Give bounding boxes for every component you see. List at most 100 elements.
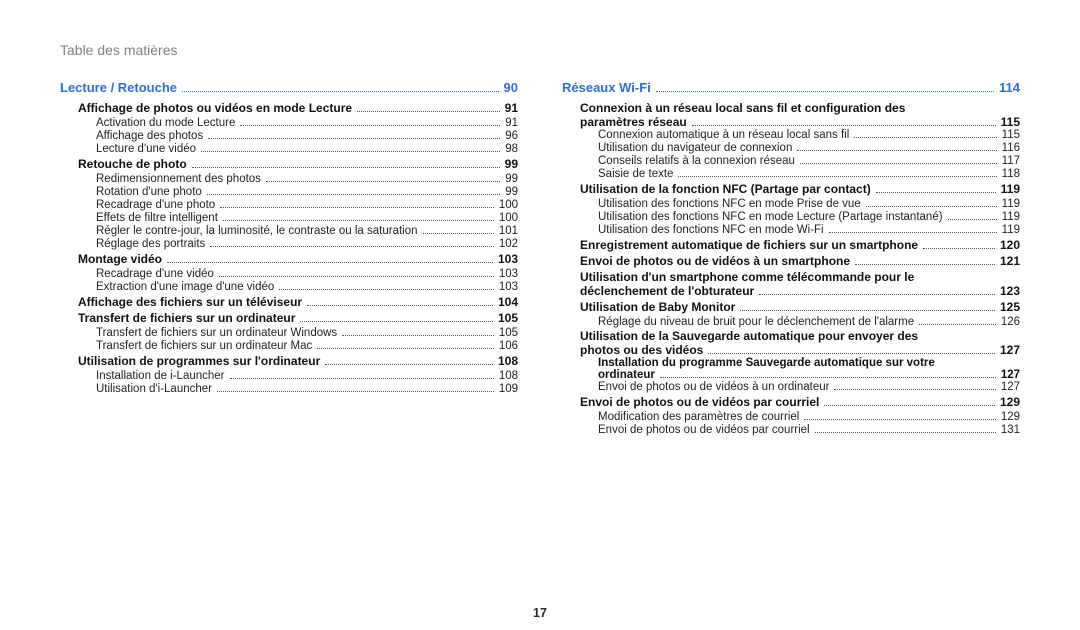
toc-section-title: Réseaux Wi-Fi: [562, 80, 651, 95]
toc-entry[interactable]: Réglage du niveau de bruit pour le décle…: [562, 316, 1020, 328]
toc-entry-page: 127: [1000, 343, 1020, 357]
toc-entry[interactable]: Utilisation de la fonction NFC (Partage …: [562, 182, 1020, 196]
toc-entry-continuation: ordinateur127: [598, 369, 1020, 381]
toc-leader-dots: [207, 194, 500, 195]
toc-entry[interactable]: Modification des paramètres de courriel1…: [562, 411, 1020, 423]
toc-entry[interactable]: Transfert de fichiers sur un ordinateur1…: [60, 311, 518, 325]
toc-leader-dots: [210, 246, 494, 247]
toc-entry[interactable]: Utilisation d'i-Launcher109: [60, 383, 518, 395]
toc-entry[interactable]: Utilisation des fonctions NFC en mode Wi…: [562, 224, 1020, 236]
toc-leader-dots: [201, 151, 500, 152]
toc-entry[interactable]: Envoi de photos ou de vidéos à un smartp…: [562, 254, 1020, 268]
toc-entry-page: 99: [505, 157, 518, 171]
toc-entry[interactable]: Utilisation d'un smartphone comme téléco…: [562, 270, 1020, 298]
toc-entry[interactable]: Conseils relatifs à la connexion réseau1…: [562, 155, 1020, 167]
toc-entry-title: Utilisation de la fonction NFC (Partage …: [580, 182, 871, 196]
toc-entry[interactable]: Enregistrement automatique de fichiers s…: [562, 238, 1020, 252]
toc-entry-page: 119: [1002, 224, 1020, 236]
toc-entry-title: Utilisation des fonctions NFC en mode Le…: [598, 211, 943, 223]
toc-entry[interactable]: Utilisation des fonctions NFC en mode Le…: [562, 211, 1020, 223]
toc-entry-page: 129: [1001, 411, 1020, 423]
page-header: Table des matières: [60, 42, 1020, 58]
toc-entry-title: Utilisation de Baby Monitor: [580, 300, 735, 314]
toc-entry-page: 120: [1000, 238, 1020, 252]
toc-leader-dots: [876, 192, 996, 193]
toc-entry-page: 106: [499, 340, 518, 352]
toc-entry-page: 117: [1002, 155, 1020, 167]
toc-entry-page: 109: [499, 383, 518, 395]
toc-entry[interactable]: Utilisation de programmes sur l'ordinate…: [60, 354, 518, 368]
toc-entry[interactable]: Réglage des portraits102: [60, 238, 518, 250]
toc-leader-dots: [678, 176, 996, 177]
toc-entry[interactable]: Envoi de photos ou de vidéos par courrie…: [562, 395, 1020, 409]
toc-leader-dots: [279, 289, 494, 290]
toc-entry[interactable]: Lecture d'une vidéo98: [60, 143, 518, 155]
toc-entry[interactable]: Recadrage d'une photo100: [60, 199, 518, 211]
toc-entry[interactable]: Utilisation de Baby Monitor125: [562, 300, 1020, 314]
toc-entry-page: 118: [1002, 168, 1020, 180]
toc-entry-page: 108: [499, 370, 518, 382]
toc-entry[interactable]: Installation du programme Sauvegarde aut…: [562, 357, 1020, 381]
toc-leader-dots: [834, 389, 995, 390]
toc-entry-title: Utilisation des fonctions NFC en mode Pr…: [598, 198, 861, 210]
toc-entry-page: 103: [498, 252, 518, 266]
toc-entry-title: Régler le contre-jour, la luminosité, le…: [96, 225, 418, 237]
toc-entry[interactable]: Utilisation des fonctions NFC en mode Pr…: [562, 198, 1020, 210]
toc-leader-dots: [423, 233, 494, 234]
toc-entry[interactable]: Utilisation du navigateur de connexion11…: [562, 142, 1020, 154]
toc-entry[interactable]: Extraction d'une image d'une vidéo103: [60, 281, 518, 293]
toc-leader-dots: [829, 232, 997, 233]
toc-entry[interactable]: Activation du mode Lecture91: [60, 117, 518, 129]
toc-entry[interactable]: Montage vidéo103: [60, 252, 518, 266]
toc-entry-title: Recadrage d'une photo: [96, 199, 215, 211]
toc-entry[interactable]: Envoi de photos ou de vidéos à un ordina…: [562, 381, 1020, 393]
toc-entry[interactable]: Redimensionnement des photos99: [60, 173, 518, 185]
toc-entry[interactable]: Régler le contre-jour, la luminosité, le…: [60, 225, 518, 237]
toc-leader-dots: [740, 310, 995, 311]
toc-right-column: Réseaux Wi-Fi 114 Connexion à un réseau lo…: [562, 80, 1020, 437]
toc-entry-page: 119: [1002, 211, 1020, 223]
toc-entry[interactable]: Transfert de fichiers sur un ordinateur …: [60, 327, 518, 339]
toc-entry[interactable]: Rotation d'une photo99: [60, 186, 518, 198]
toc-section-heading[interactable]: Lecture / Retouche90: [60, 80, 518, 95]
toc-entry[interactable]: Retouche de photo99: [60, 157, 518, 171]
toc-leader-dots: [208, 138, 500, 139]
toc-entry[interactable]: Installation de i-Launcher108: [60, 370, 518, 382]
toc-section-page: 114: [999, 80, 1020, 95]
toc-entry-title: Réglage du niveau de bruit pour le décle…: [598, 316, 914, 328]
toc-entry[interactable]: Affichage de photos ou vidéos en mode Le…: [60, 101, 518, 115]
toc-entry[interactable]: Connexion automatique à un réseau local …: [562, 129, 1020, 141]
toc-leader-dots: [815, 432, 996, 433]
toc-entry[interactable]: Effets de filtre intelligent100: [60, 212, 518, 224]
toc-entry-page: 103: [499, 268, 518, 280]
toc-leader-dots: [192, 167, 500, 168]
toc-leader-dots: [240, 125, 500, 126]
toc-entry[interactable]: Recadrage d'une vidéo103: [60, 268, 518, 280]
toc-leader-dots: [797, 150, 996, 151]
toc-leader-dots: [804, 419, 995, 420]
toc-entry-title: Effets de filtre intelligent: [96, 212, 218, 224]
toc-entry[interactable]: Affichage des fichiers sur un téléviseur…: [60, 295, 518, 309]
toc-entry-page: 105: [499, 327, 518, 339]
toc-entry[interactable]: Saisie de texte118: [562, 168, 1020, 180]
toc-entry-title: Affichage des photos: [96, 130, 203, 142]
toc-entry-title: Envoi de photos ou de vidéos à un ordina…: [598, 381, 829, 393]
toc-entry-title: Utilisation des fonctions NFC en mode Wi…: [598, 224, 824, 236]
toc-entry-continuation: photos ou des vidéos127: [580, 343, 1020, 357]
toc-entry-title: Enregistrement automatique de fichiers s…: [580, 238, 918, 252]
toc-leader-dots: [708, 353, 995, 354]
toc-leader-dots: [855, 264, 995, 265]
toc-entry[interactable]: Connexion à un réseau local sans fil et …: [562, 101, 1020, 129]
toc-leader-dots: [660, 377, 996, 378]
toc-leader-dots: [656, 91, 994, 92]
toc-entry[interactable]: Envoi de photos ou de vidéos par courrie…: [562, 424, 1020, 436]
toc-leader-dots: [854, 137, 996, 138]
toc-left-column: Lecture / Retouche90 Affichage de photos …: [60, 80, 518, 437]
toc-entry[interactable]: Utilisation de la Sauvegarde automatique…: [562, 329, 1020, 357]
toc-section-page: 90: [504, 80, 518, 95]
toc-entry[interactable]: Affichage des photos96: [60, 130, 518, 142]
toc-section-heading[interactable]: Réseaux Wi-Fi 114: [562, 80, 1020, 95]
toc-entry[interactable]: Transfert de fichiers sur un ordinateur …: [60, 340, 518, 352]
toc-page: Table des matières Lecture / Retouche90 A…: [0, 0, 1080, 630]
toc-entry-page: 127: [1001, 381, 1020, 393]
